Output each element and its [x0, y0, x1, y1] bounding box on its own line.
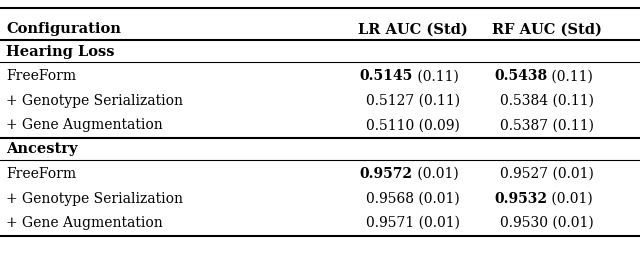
Text: + Genotype Serialization: + Genotype Serialization [6, 192, 184, 205]
Text: + Gene Augmentation: + Gene Augmentation [6, 119, 163, 132]
Text: (0.01): (0.01) [547, 192, 593, 205]
Text: 0.9530 (0.01): 0.9530 (0.01) [500, 216, 594, 230]
Text: (0.11): (0.11) [413, 70, 459, 83]
Text: 0.5387 (0.11): 0.5387 (0.11) [500, 119, 594, 132]
Text: LR AUC (Std): LR AUC (Std) [358, 23, 468, 36]
Text: FreeForm: FreeForm [6, 167, 77, 181]
Text: + Gene Augmentation: + Gene Augmentation [6, 216, 163, 230]
Text: 0.9572: 0.9572 [360, 167, 413, 181]
Text: 0.9571 (0.01): 0.9571 (0.01) [366, 216, 460, 230]
Text: Configuration: Configuration [6, 23, 121, 36]
Text: FreeForm: FreeForm [6, 70, 77, 83]
Text: Ancestry: Ancestry [6, 142, 78, 156]
Text: RF AUC (Std): RF AUC (Std) [492, 23, 602, 36]
Text: 0.5384 (0.11): 0.5384 (0.11) [500, 94, 594, 108]
Text: (0.11): (0.11) [547, 70, 593, 83]
Text: 0.5145: 0.5145 [360, 70, 413, 83]
Text: 0.5127 (0.11): 0.5127 (0.11) [365, 94, 460, 108]
Text: (0.01): (0.01) [413, 167, 458, 181]
Text: 0.9532: 0.9532 [494, 192, 547, 205]
Text: 0.5110 (0.09): 0.5110 (0.09) [366, 119, 460, 132]
Text: 0.9568 (0.01): 0.9568 (0.01) [366, 192, 460, 205]
Text: Hearing Loss: Hearing Loss [6, 45, 115, 59]
Text: + Genotype Serialization: + Genotype Serialization [6, 94, 184, 108]
Text: 0.5438: 0.5438 [494, 70, 547, 83]
Text: 0.9527 (0.01): 0.9527 (0.01) [500, 167, 594, 181]
